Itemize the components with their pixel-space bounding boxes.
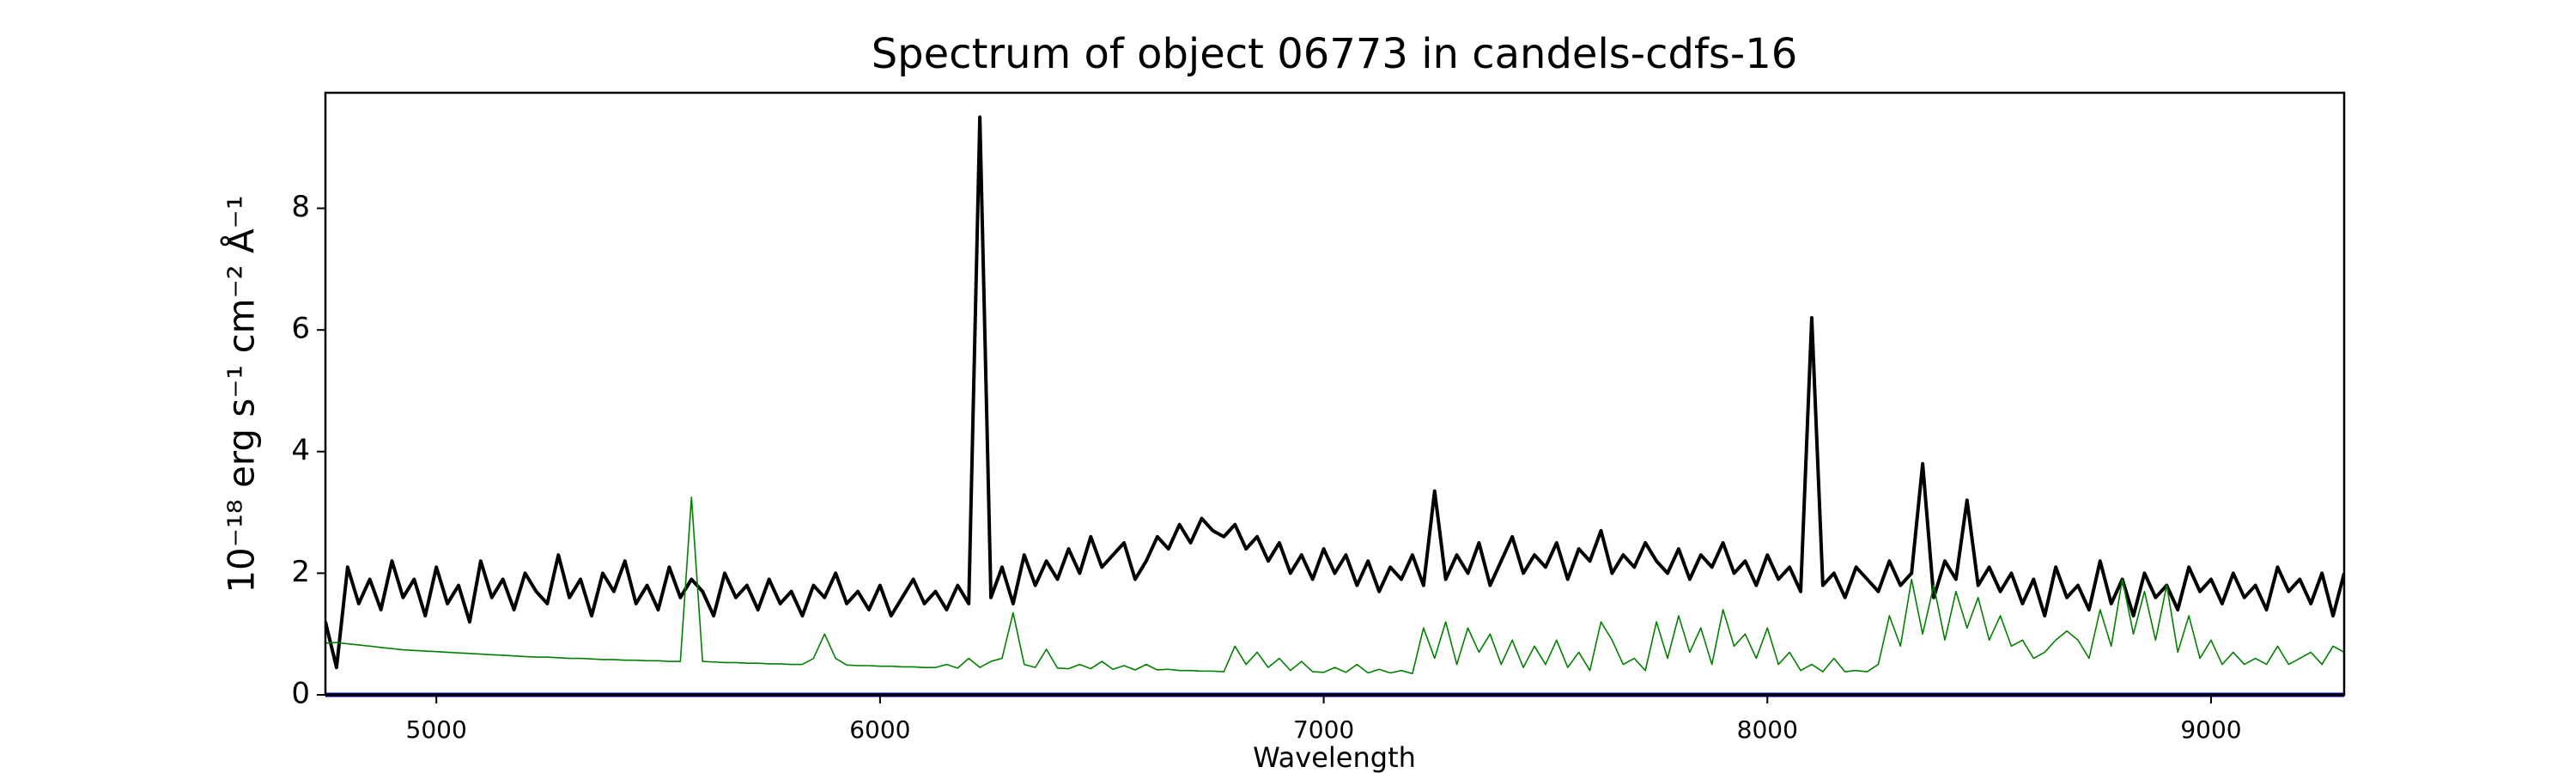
spectrum-line [325,115,2344,670]
x-tick-label: 8000 [1737,715,1798,744]
y-tick-label: 8 [291,190,310,224]
spectrum-line [325,496,2344,675]
y-tick-label: 2 [291,555,310,589]
plot-area [325,115,2344,675]
y-axis-label: 10⁻¹⁸ erg s⁻¹ cm⁻² Å⁻¹ [220,195,263,593]
x-tick-label: 7000 [1293,715,1354,744]
x-tick-label: 5000 [406,715,467,744]
x-tick-label: 6000 [849,715,910,744]
y-tick-label: 4 [291,433,310,467]
y-tick-label: 6 [291,312,310,346]
y-tick-label: 0 [291,677,310,711]
x-tick-label: 9000 [2180,715,2241,744]
x-axis-label: Wavelength [1253,741,1416,773]
axes-frame [324,91,2346,697]
chart-title: Spectrum of object 06773 in candels-cdfs… [872,30,1798,78]
